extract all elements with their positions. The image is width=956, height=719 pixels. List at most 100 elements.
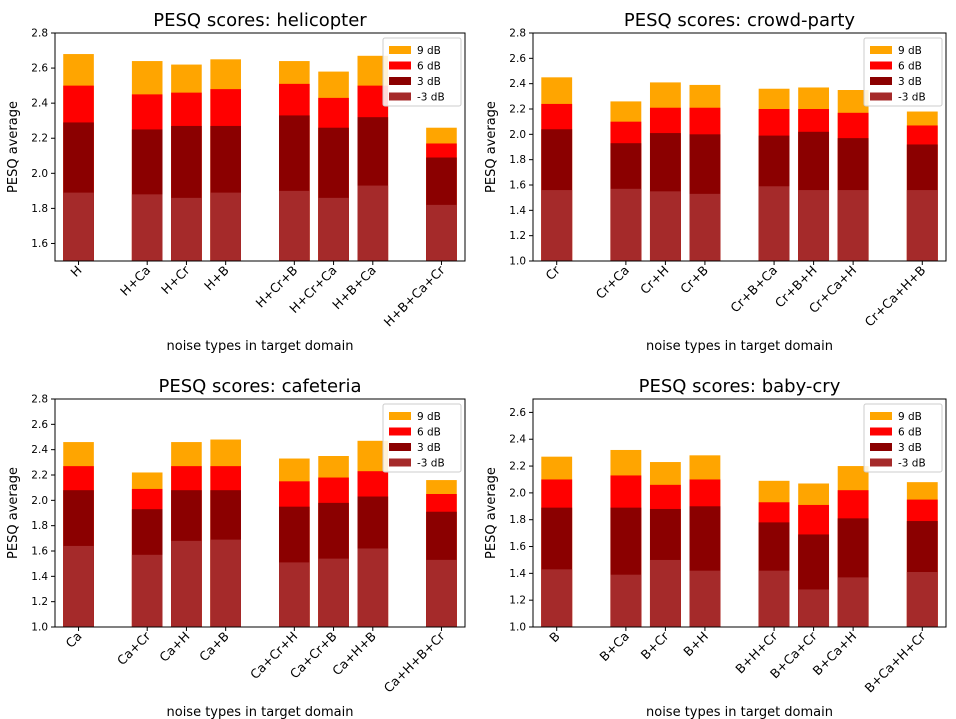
chart-title: PESQ scores: helicopter <box>153 10 367 31</box>
y-tick-label: 2.6 <box>31 419 48 431</box>
y-tick-label: 1.4 <box>509 568 526 580</box>
x-tick-label: B+Cr <box>638 628 672 662</box>
bar-minus3dB-B+Ca+H <box>837 577 869 627</box>
legend: 9 dB 6 dB 3 dB -3 dB <box>382 37 462 107</box>
bar-minus3dB-H+Cr <box>171 197 202 261</box>
legend-label: -3 dB <box>417 92 445 104</box>
x-axis-label: noise types in target domain <box>646 705 833 719</box>
legend-swatch <box>389 412 411 420</box>
bar-minus3dB-Cr+Ca+H+B <box>906 190 938 261</box>
chart-panel-2: 1.01.21.41.61.82.02.22.42.62.8Cr Cr+Ca Cr+… <box>484 10 947 354</box>
chart-title: PESQ scores: cafeteria <box>159 376 362 397</box>
x-tick-label: H+Cr <box>158 262 193 297</box>
bar-minus3dB-Ca+H <box>171 540 202 627</box>
legend-label: 9 dB <box>417 411 441 423</box>
x-tick-label: H+Ca <box>117 263 153 299</box>
chart-title: PESQ scores: crowd-party <box>624 10 856 31</box>
x-tick-label: Ca <box>62 629 84 651</box>
legend-box <box>382 37 462 107</box>
y-tick-label: 1.6 <box>31 546 48 558</box>
y-tick-label: 2.2 <box>509 104 526 116</box>
y-tick-label: 1.2 <box>31 596 48 608</box>
legend-box <box>382 403 462 473</box>
chart-panel-1: 1.61.82.02.22.42.62.8H H+Ca H+Cr H+B H+Cr+BH… <box>6 10 466 354</box>
x-tick-label: Cr+B+Ca <box>727 263 780 316</box>
bar-minus3dB-Ca+Cr+H <box>279 562 310 627</box>
y-tick-label: 1.4 <box>509 205 526 217</box>
legend-swatch <box>389 61 411 70</box>
y-tick-label: 2.0 <box>509 129 526 141</box>
x-tick-label: Cr+Ca+H+B <box>861 263 928 330</box>
legend-label: 3 dB <box>898 76 922 88</box>
x-tick-label: B <box>546 629 563 646</box>
legend-label: 3 dB <box>898 442 922 454</box>
legend-swatch <box>870 46 892 54</box>
legend-label: 3 dB <box>417 442 441 454</box>
axes-frame <box>532 398 947 628</box>
y-tick-label: 2.8 <box>509 28 526 40</box>
y-tick-label: 1.0 <box>31 622 48 634</box>
y-tick-label: 2.6 <box>509 407 526 419</box>
legend-swatch <box>389 77 411 85</box>
bar-minus3dB-B+H <box>689 570 721 627</box>
x-tick-label: B+Ca+H <box>810 629 860 679</box>
legend-box <box>863 37 943 107</box>
bar-minus3dB-H+Cr+B <box>279 190 310 261</box>
x-tick-label: B+Ca <box>596 629 632 665</box>
legend-label: 6 dB <box>417 427 441 439</box>
y-tick-label: 2.0 <box>31 495 48 507</box>
y-tick-label: 2.4 <box>509 434 526 446</box>
y-tick-label: 1.2 <box>509 595 526 607</box>
bar-minus3dB-Cr <box>541 190 573 261</box>
x-tick-label: B+Ca+H+Cr <box>861 628 929 696</box>
bar-minus3dB-H+B+Ca <box>357 185 389 261</box>
bar-minus3dB-H+B <box>210 192 241 261</box>
bar-minus3dB-H+Ca <box>131 194 163 261</box>
y-tick-label: 2.2 <box>509 461 526 473</box>
x-tick-label: B+H <box>680 629 711 660</box>
bar-minus3dB-H+B+Ca+Cr <box>426 204 457 261</box>
y-tick-label: 1.8 <box>509 154 526 166</box>
bar-minus3dB-Ca+Cr <box>131 554 163 627</box>
x-tick-label: Cr <box>542 262 563 283</box>
legend-swatch <box>870 61 892 70</box>
y-tick-label: 2.0 <box>509 487 526 499</box>
y-tick-label: 2.6 <box>509 53 526 65</box>
bar-minus3dB-Cr+B+Ca <box>758 186 790 261</box>
bar-minus3dB-Cr+B <box>689 193 721 261</box>
legend-swatch <box>389 427 411 436</box>
x-axis-label: noise types in target domain <box>167 705 354 719</box>
legend-label: 3 dB <box>417 76 441 88</box>
legend-label: -3 dB <box>417 458 445 470</box>
x-tick-label: Cr+B <box>677 263 711 297</box>
x-tick-label: H <box>67 263 84 280</box>
y-tick-label: 1.0 <box>509 256 526 268</box>
y-tick-label: 1.8 <box>31 203 48 215</box>
bar-minus3dB-B+H+Cr <box>758 570 790 627</box>
bar-minus3dB-B+Cr <box>649 559 681 627</box>
chart-title: PESQ scores: baby-cry <box>639 376 841 397</box>
legend-swatch <box>870 427 892 436</box>
y-tick-label: 2.4 <box>31 98 48 110</box>
legend-swatch <box>870 77 892 85</box>
x-tick-label: H+B+Ca <box>329 263 379 313</box>
x-tick-label: Cr+H <box>637 263 671 297</box>
legend-label: -3 dB <box>898 458 926 470</box>
legend-label: 6 dB <box>898 427 922 439</box>
legend-swatch <box>389 46 411 54</box>
y-tick-label: 1.8 <box>509 514 526 526</box>
bar-minus3dB-Cr+H <box>649 191 681 261</box>
x-tick-label: Ca+H+B <box>329 629 379 679</box>
legend-label: 9 dB <box>417 45 441 57</box>
bar-minus3dB-Ca+H+B <box>357 548 389 627</box>
axes-frame <box>54 398 466 628</box>
legend-swatch <box>389 92 411 101</box>
bar-minus3dB-H <box>63 192 94 261</box>
y-tick-label: 2.2 <box>31 470 48 482</box>
legend: 9 dB 6 dB 3 dB -3 dB <box>863 403 943 473</box>
y-tick-label: 1.8 <box>31 520 48 532</box>
bar-minus3dB-Cr+B+H <box>798 190 830 261</box>
bar-minus3dB-Ca+Cr+B <box>318 558 349 627</box>
x-tick-label: Cr+Ca <box>593 263 632 302</box>
